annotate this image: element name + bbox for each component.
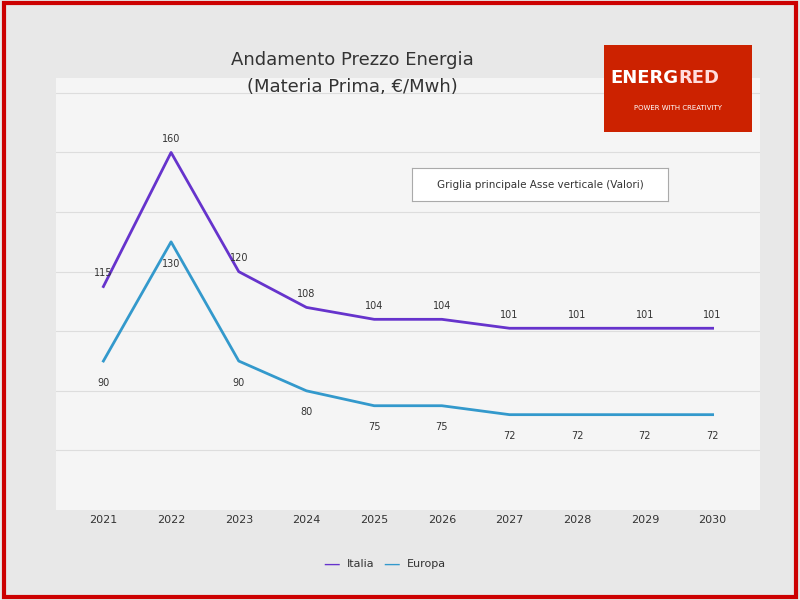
Text: 101: 101 [636, 310, 654, 320]
Text: 72: 72 [503, 431, 516, 442]
Text: (Materia Prima, €/Mwh): (Materia Prima, €/Mwh) [246, 78, 458, 96]
Text: 104: 104 [433, 301, 451, 311]
Text: 72: 72 [571, 431, 583, 442]
Text: Andamento Prezzo Energia: Andamento Prezzo Energia [230, 51, 474, 69]
Text: 90: 90 [98, 378, 110, 388]
Text: Griglia principale Asse verticale (Valori): Griglia principale Asse verticale (Valor… [437, 179, 643, 190]
Text: Italia: Italia [346, 559, 374, 569]
Text: 104: 104 [365, 301, 383, 311]
Text: 108: 108 [298, 289, 316, 299]
Text: POWER WITH CREATIVITY: POWER WITH CREATIVITY [634, 104, 722, 110]
Text: 72: 72 [638, 431, 651, 442]
Text: ENERG: ENERG [610, 69, 678, 87]
Text: 75: 75 [435, 422, 448, 433]
Text: 72: 72 [706, 431, 719, 442]
Text: Europa: Europa [406, 559, 446, 569]
Text: 101: 101 [568, 310, 586, 320]
Text: 160: 160 [162, 134, 180, 144]
Text: RED: RED [678, 69, 719, 87]
Text: 80: 80 [300, 407, 313, 418]
Text: 90: 90 [233, 378, 245, 388]
Text: —: — [324, 555, 340, 573]
Text: 130: 130 [162, 259, 180, 269]
Text: —: — [384, 555, 400, 573]
Text: 75: 75 [368, 422, 381, 433]
Text: 120: 120 [230, 253, 248, 263]
Text: 101: 101 [703, 310, 722, 320]
Text: 101: 101 [500, 310, 518, 320]
Text: 115: 115 [94, 268, 113, 278]
